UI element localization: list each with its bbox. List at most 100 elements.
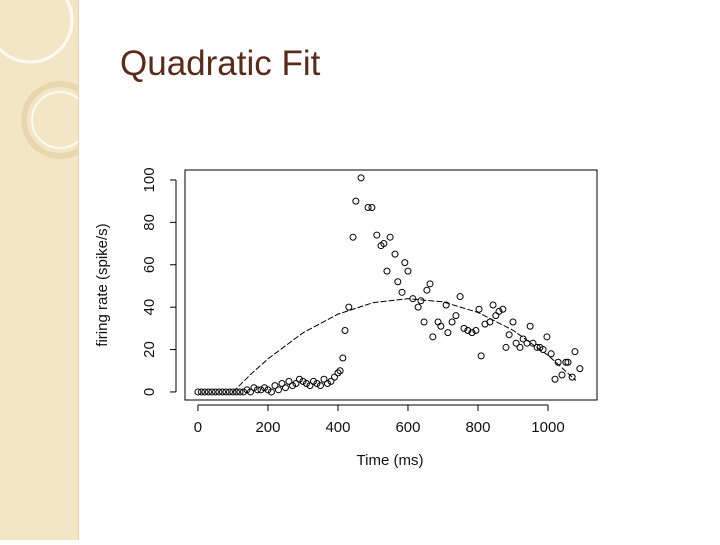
data-point [225,388,233,396]
data-point [368,204,376,212]
data-point [197,388,205,396]
data-point [204,388,212,396]
data-point [442,301,450,309]
data-point [394,278,402,286]
data-point [434,318,442,326]
data-point [239,388,247,396]
x-axis-label: Time (ms) [357,452,424,469]
data-point [475,305,483,313]
data-point [452,312,460,320]
fit-line [232,298,577,393]
data-point [316,382,324,390]
data-point [386,233,394,241]
data-point [523,339,531,347]
data-point [401,259,409,267]
x-tick-label: 0 [194,419,202,436]
data-point [250,384,258,392]
data-point [341,326,349,334]
data-point [302,379,310,387]
data-point [299,377,307,385]
data-point [426,280,434,288]
slide-title: Quadratic Fit [120,44,321,83]
y-tick-label: 80 [141,214,158,231]
data-point [562,358,570,366]
data-point [264,386,272,394]
data-point [526,322,534,330]
data-point [576,365,584,373]
data-point [345,303,353,311]
data-point [334,369,342,377]
data-point [391,250,399,258]
data-point [404,267,412,275]
data-point [243,386,251,394]
data-point [373,231,381,239]
data-point [201,388,209,396]
data-point [222,388,230,396]
data-point [257,386,265,394]
data-point [460,324,468,332]
data-point [288,382,296,390]
data-point [278,379,286,387]
data-point [267,388,275,396]
data-point [383,267,391,275]
data-point [505,331,513,339]
data-point [492,312,500,320]
data-point [274,386,282,394]
data-point [571,348,579,356]
data-point [509,318,517,326]
data-point [271,382,279,390]
data-point [306,382,314,390]
data-point [516,343,524,351]
x-tick-label: 1000 [531,419,564,436]
y-tick-label: 100 [141,167,158,192]
data-point [554,358,562,366]
data-point [215,388,223,396]
y-tick-label: 0 [141,388,158,396]
data-point [398,288,406,296]
x-tick-label: 400 [325,419,350,436]
x-tick-label: 600 [395,419,420,436]
data-point [568,373,576,381]
data-point [211,388,219,396]
data-point [357,174,365,182]
data-point [489,301,497,309]
data-point [444,329,452,337]
data-point [533,343,541,351]
data-point [260,384,268,392]
data-point [339,354,347,362]
y-tick-label: 40 [141,299,158,316]
data-point [519,335,527,343]
data-point [292,379,300,387]
data-point [253,386,261,394]
plot-frame [184,169,598,401]
data-point [502,343,510,351]
data-point [229,388,237,396]
data-point [330,373,338,381]
data-point [499,305,507,313]
data-point [437,322,445,330]
data-point [380,240,388,248]
data-point [281,384,289,392]
data-point [313,379,321,387]
y-tick-label: 20 [141,341,158,358]
data-point [472,326,480,334]
x-tick-label: 200 [255,419,280,436]
data-point [512,339,520,347]
data-point [323,379,331,387]
data-point [420,318,428,326]
data-point [429,333,437,341]
data-point [236,388,244,396]
data-point [423,286,431,294]
data-point [564,358,572,366]
data-point [456,293,464,301]
data-point [448,318,456,326]
x-tick-label: 800 [465,419,490,436]
data-point [194,388,202,396]
data-point [468,329,476,337]
data-point [246,388,254,396]
data-point [558,371,566,379]
data-point [477,352,485,360]
data-point [364,204,372,212]
